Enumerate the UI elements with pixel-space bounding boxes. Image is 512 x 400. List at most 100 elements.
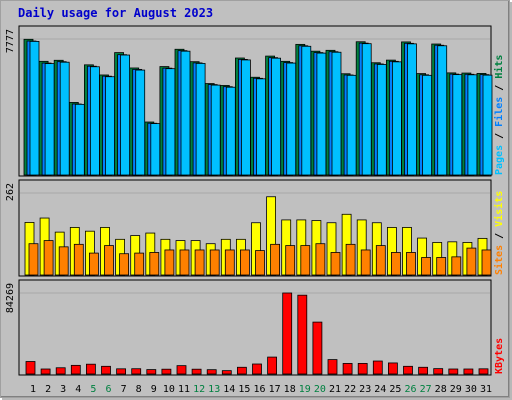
legend-pages: Pages bbox=[494, 145, 505, 175]
bar-sites bbox=[73, 243, 84, 276]
y-max-label: 7777 bbox=[5, 29, 16, 53]
side-legend: Pages / Files / Hits bbox=[493, 55, 505, 175]
bar-sites bbox=[421, 257, 432, 276]
x-tick-label: 17 bbox=[269, 384, 281, 395]
bar-sites bbox=[255, 250, 265, 276]
bar-pages bbox=[437, 45, 448, 176]
x-tick-label: 6 bbox=[105, 384, 111, 395]
bar-pages bbox=[467, 74, 478, 176]
bar-pages bbox=[195, 63, 206, 176]
bar-kbytes bbox=[191, 368, 202, 375]
bar-kbytes bbox=[236, 366, 247, 375]
bar-pages bbox=[120, 54, 130, 176]
bar-sites bbox=[300, 245, 311, 276]
bar-sites bbox=[315, 243, 326, 276]
bar-sites bbox=[43, 240, 54, 276]
bar-sites bbox=[134, 252, 145, 276]
bar-sites bbox=[466, 247, 477, 276]
y-max-label: 84269 bbox=[5, 283, 16, 313]
bar-kbytes bbox=[221, 370, 232, 375]
bar-sites bbox=[89, 252, 99, 276]
x-tick-label: 25 bbox=[389, 384, 401, 395]
bar-sites bbox=[224, 249, 235, 276]
x-tick-label: 15 bbox=[238, 384, 250, 395]
bar-pages bbox=[256, 78, 266, 176]
x-tick-label: 16 bbox=[253, 384, 265, 395]
bar-sites bbox=[119, 253, 129, 276]
bar-sites bbox=[375, 245, 386, 276]
bar-kbytes bbox=[25, 361, 36, 375]
x-tick-label: 22 bbox=[344, 384, 356, 395]
legend-hits: Hits bbox=[493, 55, 505, 79]
bar-kbytes bbox=[297, 294, 308, 375]
x-tick-label: 24 bbox=[374, 384, 386, 395]
bar-sites bbox=[390, 252, 401, 276]
x-tick-label: 8 bbox=[136, 384, 142, 395]
bar-sites bbox=[436, 257, 447, 276]
bar-kbytes bbox=[146, 369, 157, 375]
bar-pages bbox=[407, 43, 417, 176]
bar-kbytes bbox=[357, 363, 368, 375]
x-tick-label: 23 bbox=[359, 384, 371, 395]
x-tick-label: 19 bbox=[299, 384, 311, 395]
bar-sites bbox=[270, 243, 281, 276]
bar-pages bbox=[422, 74, 433, 176]
bar-kbytes bbox=[342, 363, 353, 375]
bar-pages bbox=[135, 69, 146, 176]
legend-visits: Visits bbox=[493, 191, 505, 227]
bar-pages bbox=[44, 63, 55, 176]
bar-kbytes bbox=[70, 364, 81, 375]
bottom-panel bbox=[18, 279, 492, 376]
bar-kbytes bbox=[101, 365, 111, 375]
bar-sites bbox=[104, 245, 114, 276]
x-tick-label: 18 bbox=[284, 384, 296, 395]
x-tick-label: 1 bbox=[30, 384, 36, 395]
x-tick-label: 30 bbox=[465, 384, 477, 395]
bar-pages bbox=[286, 62, 297, 176]
bar-sites bbox=[406, 252, 416, 276]
bar-kbytes bbox=[463, 368, 474, 375]
bar-pages bbox=[346, 74, 357, 176]
bar-pages bbox=[59, 61, 70, 176]
bar-kbytes bbox=[176, 365, 187, 375]
bar-sites bbox=[149, 252, 160, 276]
bar-pages bbox=[225, 86, 236, 176]
bar-sites bbox=[164, 249, 175, 276]
bar-pages bbox=[210, 84, 221, 176]
bar-kbytes bbox=[387, 362, 398, 375]
x-tick-label: 14 bbox=[223, 384, 235, 395]
legend-sites: Sites bbox=[493, 245, 505, 275]
legend-kbytes: KBytes bbox=[494, 338, 505, 374]
bar-sites bbox=[451, 256, 462, 276]
x-tick-label: 7 bbox=[121, 384, 127, 395]
bar-kbytes bbox=[448, 368, 459, 375]
bar-sites bbox=[179, 249, 190, 276]
bar-pages bbox=[240, 59, 251, 176]
bar-pages bbox=[361, 43, 372, 176]
bar-kbytes bbox=[433, 368, 444, 375]
bar-pages bbox=[29, 40, 40, 176]
bar-kbytes bbox=[131, 368, 142, 375]
x-tick-label: 20 bbox=[314, 384, 326, 395]
x-tick-label: 26 bbox=[404, 384, 416, 395]
bar-kbytes bbox=[252, 363, 262, 375]
bar-kbytes bbox=[116, 368, 126, 375]
bar-sites bbox=[481, 249, 492, 276]
x-tick-label: 9 bbox=[151, 384, 157, 395]
bar-kbytes bbox=[40, 368, 51, 375]
bar-sites bbox=[285, 245, 296, 276]
x-tick-label: 21 bbox=[329, 384, 341, 395]
bar-kbytes bbox=[267, 356, 278, 375]
bar-pages bbox=[150, 123, 161, 176]
x-tick-label: 12 bbox=[193, 384, 205, 395]
bar-sites bbox=[58, 246, 69, 276]
x-tick-label: 2 bbox=[45, 384, 51, 395]
bar-pages bbox=[105, 76, 115, 176]
bar-pages bbox=[482, 74, 493, 176]
x-tick-label: 28 bbox=[435, 384, 447, 395]
bar-kbytes bbox=[206, 369, 217, 375]
bar-pages bbox=[331, 51, 342, 176]
bar-pages bbox=[452, 74, 463, 176]
x-tick-label: 29 bbox=[450, 384, 462, 395]
